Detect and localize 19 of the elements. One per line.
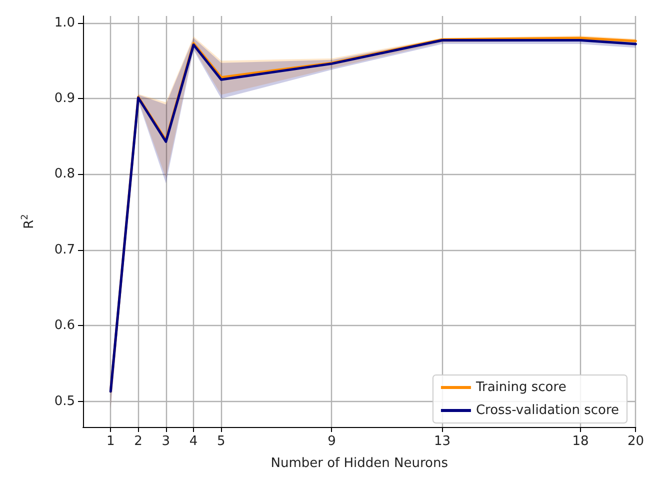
x-tick-label: 3 bbox=[162, 434, 170, 449]
y-tick-label: 0.8 bbox=[54, 166, 75, 182]
legend-label: Cross-validation score bbox=[476, 403, 619, 418]
y-tick-label: 0.7 bbox=[54, 242, 75, 258]
y-tick-label: 0.5 bbox=[54, 394, 75, 409]
x-axis-title: Number of Hidden Neurons bbox=[270, 456, 448, 471]
x-tick-label: 2 bbox=[134, 434, 142, 449]
x-tick-label: 13 bbox=[434, 434, 451, 449]
x-tick-label: 18 bbox=[572, 434, 589, 449]
y-axis-title: R2 bbox=[20, 214, 37, 229]
x-tick-label: 5 bbox=[217, 434, 226, 449]
legend-label: Training score bbox=[474, 380, 566, 395]
x-tick-label: 20 bbox=[627, 434, 644, 449]
x-tick-label: 4 bbox=[189, 434, 198, 449]
y-tick-label: 0.9 bbox=[54, 91, 75, 106]
y-tick-label: 0.6 bbox=[54, 318, 75, 334]
x-tick-label: 9 bbox=[328, 434, 336, 449]
x-tick-label: 1 bbox=[106, 434, 115, 449]
y-tick-label: 1.0 bbox=[54, 15, 75, 30]
